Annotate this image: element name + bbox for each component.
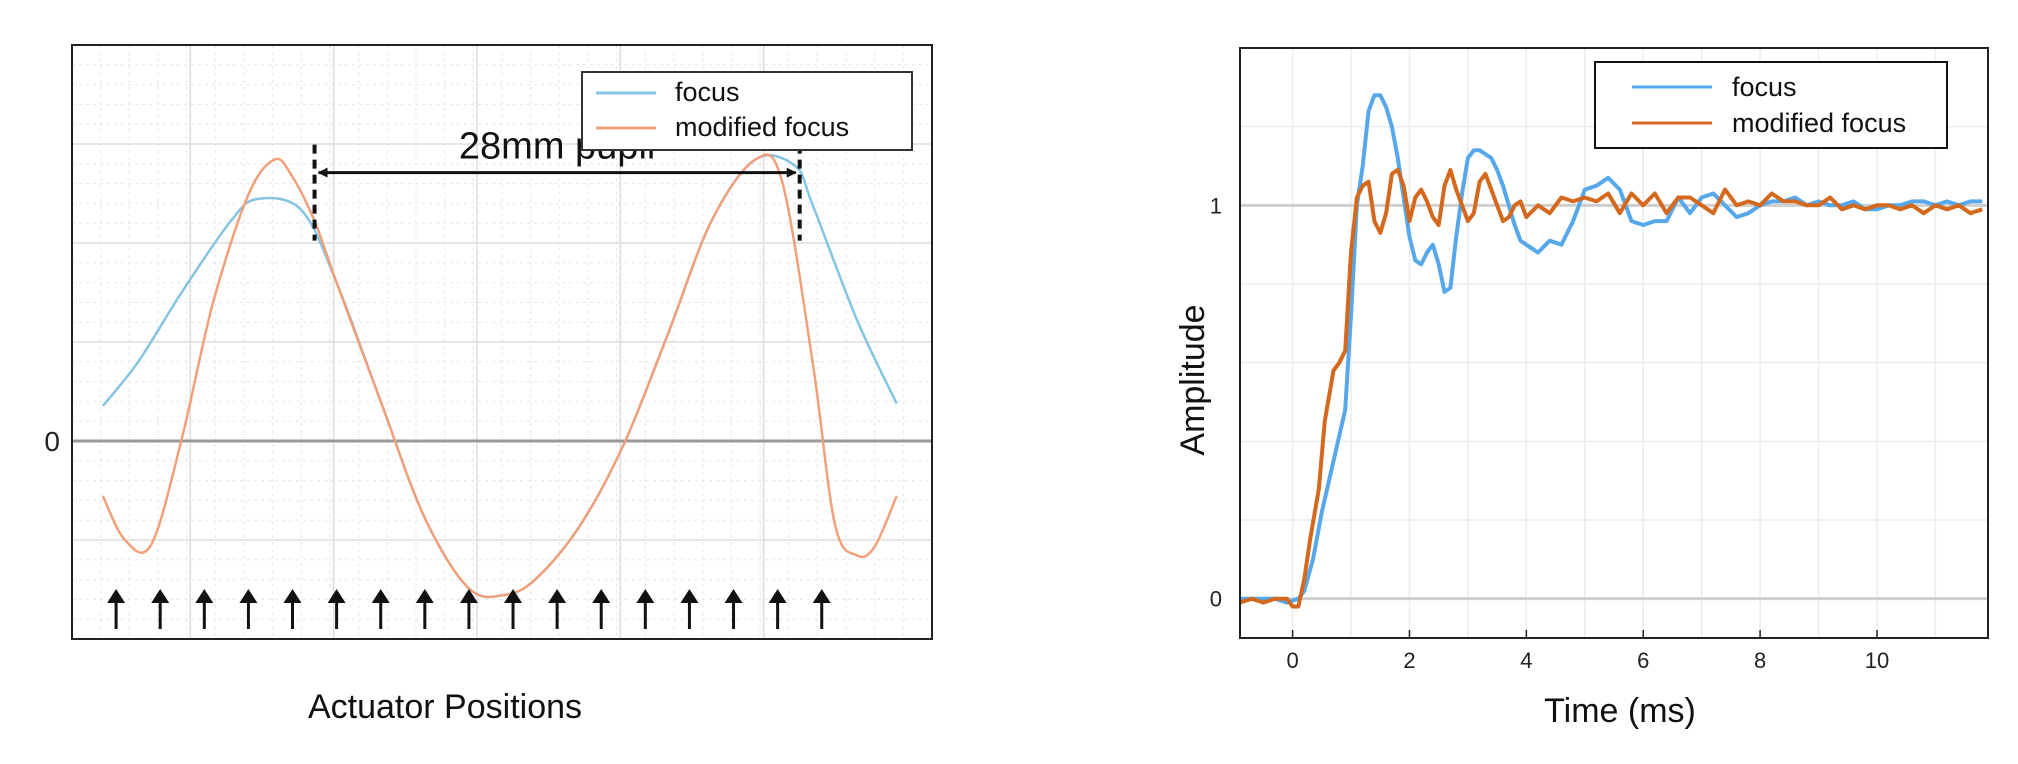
right-x-tick-label: 0 [1286, 648, 1298, 673]
right-series-line-focus [1240, 93, 1983, 605]
right-legend-box [1594, 61, 1948, 149]
step-response-chart: 0 2 4 6 8 10 01 Time (ms) Amplitude focus mod… [1174, 47, 1989, 730]
actuator-profile-chart: 28mm pupil 0 Actuator Positions focus mo… [44, 44, 933, 726]
left-x-axis-label: Actuator Positions [308, 688, 582, 726]
right-x-tick-label: 2 [1403, 648, 1415, 673]
left-series-group [101, 153, 898, 599]
actuator-arrow-head [327, 589, 346, 603]
right-series-line-modified-focus [1239, 167, 1983, 609]
right-x-ticks: 0 2 4 6 8 10 [1286, 630, 1889, 673]
left-y-tick-label: 0 [44, 426, 60, 457]
left-series-line-focus [101, 154, 898, 599]
actuator-arrow-head [151, 589, 170, 603]
right-plot-frame [1239, 47, 1989, 639]
right-legend-label-focus: focus [1732, 72, 1797, 102]
actuator-arrow-head [680, 589, 699, 603]
right-y-tick-label: 1 [1210, 193, 1222, 218]
right-x-tick-label: 6 [1637, 648, 1649, 673]
actuator-arrow-head [592, 589, 611, 603]
actuator-arrow-head [239, 589, 258, 603]
right-x-tick-label: 10 [1865, 648, 1889, 673]
actuator-arrow-head [459, 589, 478, 603]
right-x-axis-label: Time (ms) [1544, 692, 1696, 730]
actuator-arrow-head [504, 589, 523, 603]
actuator-arrow-head [812, 589, 831, 603]
right-x-tick-label: 8 [1754, 648, 1766, 673]
left-legend: focus modified focus [581, 71, 913, 151]
left-legend-label-modified-focus: modified focus [675, 112, 849, 142]
right-legend-label-modified-focus: modified focus [1732, 108, 1906, 138]
left-legend-box [581, 71, 913, 151]
actuator-arrow-head [636, 589, 655, 603]
actuator-arrow-head [195, 589, 214, 603]
actuator-arrows [107, 589, 831, 629]
right-y-tick-label: 0 [1210, 587, 1222, 612]
actuator-arrow-head [283, 589, 302, 603]
right-legend: focus modified focus [1594, 61, 1948, 149]
actuator-arrow-head [107, 589, 126, 603]
right-y-ticks: 01 [1210, 193, 1222, 611]
right-y-axis-label: Amplitude [1174, 304, 1212, 455]
left-series-line-modified-focus [101, 153, 898, 599]
actuator-arrow-head [548, 589, 567, 603]
actuator-arrow-head [371, 589, 390, 603]
actuator-arrow-head [415, 589, 434, 603]
actuator-arrow-head [724, 589, 743, 603]
left-legend-label-focus: focus [675, 77, 740, 107]
left-plot-frame [71, 44, 933, 640]
right-x-tick-label: 4 [1520, 648, 1532, 673]
actuator-arrow-head [768, 589, 787, 603]
right-series-group [1239, 93, 1983, 609]
